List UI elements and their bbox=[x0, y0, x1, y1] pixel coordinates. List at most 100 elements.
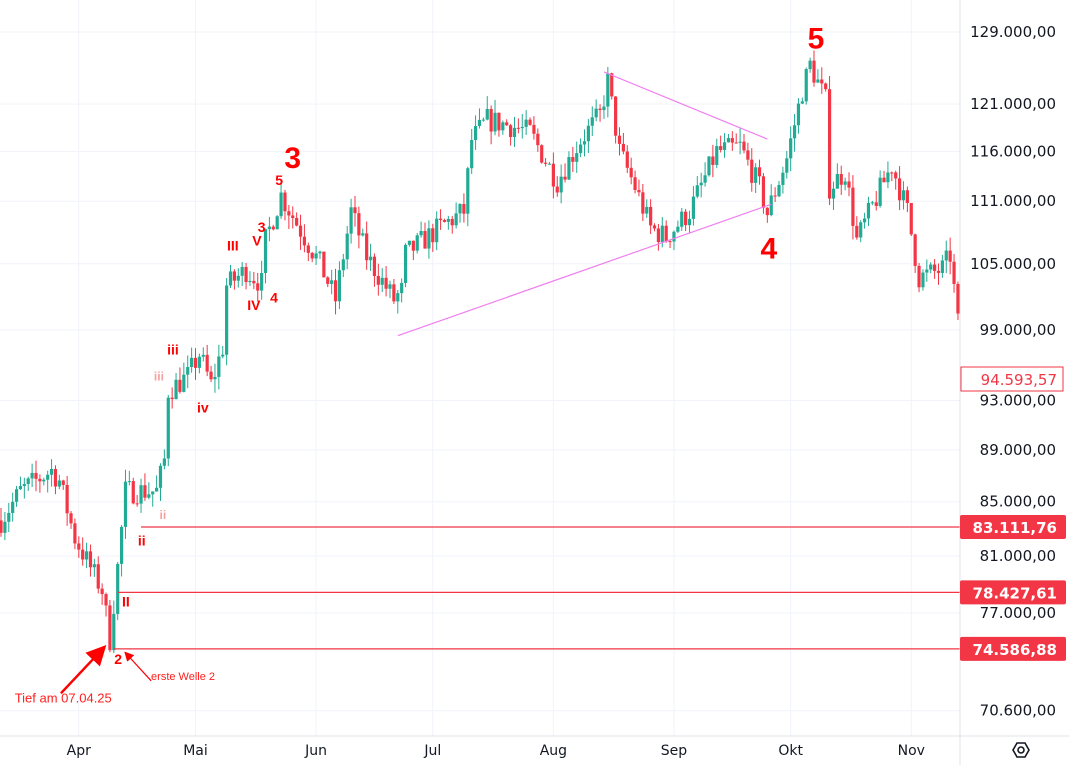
level-price-label: 78.427,61 bbox=[973, 584, 1057, 602]
candle-down bbox=[372, 256, 377, 276]
candle-down bbox=[757, 167, 762, 177]
candle-up bbox=[586, 125, 590, 142]
candle-down bbox=[178, 379, 182, 392]
candle-up bbox=[862, 218, 867, 223]
candle-up bbox=[147, 494, 151, 498]
candle-up bbox=[454, 213, 458, 226]
chart-settings-button[interactable] bbox=[1008, 737, 1034, 763]
level-price-label: 74.586,88 bbox=[973, 641, 1057, 659]
candle-down bbox=[621, 143, 625, 152]
candle-down bbox=[423, 231, 427, 249]
candle-up bbox=[446, 218, 450, 222]
candle-down bbox=[617, 135, 622, 144]
candle-down bbox=[104, 594, 108, 606]
candle-down bbox=[649, 206, 653, 226]
candle-up bbox=[14, 489, 19, 502]
candle-down bbox=[450, 218, 454, 226]
candle-up bbox=[707, 156, 711, 176]
candle-down bbox=[711, 156, 715, 165]
x-tick-label: Sep bbox=[661, 743, 688, 759]
candle-down bbox=[629, 167, 633, 178]
candle-down bbox=[392, 284, 396, 302]
candle-down bbox=[65, 484, 69, 514]
candle-down bbox=[298, 225, 303, 237]
candle-down bbox=[874, 202, 878, 206]
candle-up bbox=[645, 206, 649, 214]
candles bbox=[0, 50, 960, 654]
candle-up bbox=[275, 216, 279, 230]
candle-up bbox=[831, 188, 836, 199]
candle-up bbox=[228, 271, 233, 286]
candle-down bbox=[742, 141, 746, 151]
candle-down bbox=[664, 225, 668, 242]
wave-label: ii bbox=[159, 508, 166, 522]
candle-up bbox=[182, 374, 186, 392]
candle-down bbox=[283, 192, 287, 212]
price-axis[interactable]: 129.000,00 121.000,00 116.000,00 111.000,00… bbox=[970, 23, 1056, 720]
candle-down bbox=[205, 354, 209, 372]
candle-up bbox=[190, 357, 194, 368]
candle-down bbox=[656, 228, 661, 243]
candle-up bbox=[520, 126, 524, 129]
candle-up bbox=[703, 175, 707, 183]
level-price-badge bbox=[960, 636, 1066, 661]
candle-down bbox=[532, 124, 536, 134]
y-tick-label: 77.000,00 bbox=[980, 604, 1056, 622]
candle-down bbox=[505, 122, 509, 126]
candle-down bbox=[0, 520, 3, 533]
candle-up bbox=[579, 144, 583, 154]
gear-hexagon-icon bbox=[1012, 742, 1030, 758]
price-labels: 83.111,76 78.427,61 74.586,88 94.593,57 bbox=[960, 366, 1066, 661]
annotation-arrow bbox=[59, 645, 107, 695]
candle-up bbox=[396, 293, 400, 302]
candle-up bbox=[388, 284, 392, 289]
time-axis[interactable]: Apr Mai Jun Jul Aug Sep Okt Nov bbox=[67, 743, 925, 759]
candle-down bbox=[96, 564, 100, 589]
candle-up bbox=[769, 195, 773, 216]
candle-up bbox=[42, 479, 46, 482]
candle-up bbox=[466, 168, 470, 214]
candle-down bbox=[730, 138, 734, 143]
candle-up bbox=[878, 177, 882, 206]
candle-up bbox=[263, 229, 268, 274]
candle-up bbox=[796, 103, 801, 126]
candle-up bbox=[859, 222, 863, 238]
candle-up bbox=[493, 112, 497, 132]
wave-label: iii bbox=[154, 370, 164, 384]
candle-down bbox=[641, 192, 645, 214]
candle-down bbox=[684, 211, 688, 226]
level-price-badge bbox=[960, 515, 1066, 540]
candle-up bbox=[368, 256, 373, 261]
candle-down bbox=[571, 157, 575, 162]
y-tick-label: 81.000,00 bbox=[980, 547, 1056, 565]
candle-up bbox=[225, 285, 229, 355]
candle-up bbox=[582, 141, 587, 145]
candle-up bbox=[567, 157, 571, 180]
wave-label: 2 bbox=[114, 651, 122, 667]
candle-down bbox=[376, 275, 380, 285]
candle-up bbox=[18, 486, 23, 490]
candle-up bbox=[407, 240, 412, 245]
candle-up bbox=[691, 196, 696, 219]
candle-down bbox=[909, 202, 913, 235]
candle-down bbox=[131, 481, 135, 504]
candle-down bbox=[936, 270, 941, 273]
candle-down bbox=[34, 472, 38, 479]
candle-down bbox=[551, 163, 555, 187]
x-tick-label: Okt bbox=[778, 743, 803, 759]
candle-up bbox=[57, 480, 61, 487]
y-tick-label: 111.000,00 bbox=[970, 192, 1056, 210]
candle-up bbox=[151, 491, 155, 495]
candle-down bbox=[365, 233, 369, 261]
candle-down bbox=[108, 605, 112, 651]
candle-up bbox=[481, 119, 485, 121]
candle-down bbox=[610, 73, 614, 97]
candle-up bbox=[162, 458, 166, 466]
wave-label: II bbox=[122, 593, 130, 609]
y-tick-label: 116.000,00 bbox=[970, 143, 1056, 161]
candle-up bbox=[3, 521, 7, 533]
candle-down bbox=[913, 234, 917, 266]
candle-down bbox=[839, 174, 843, 185]
candle-up bbox=[477, 119, 482, 126]
